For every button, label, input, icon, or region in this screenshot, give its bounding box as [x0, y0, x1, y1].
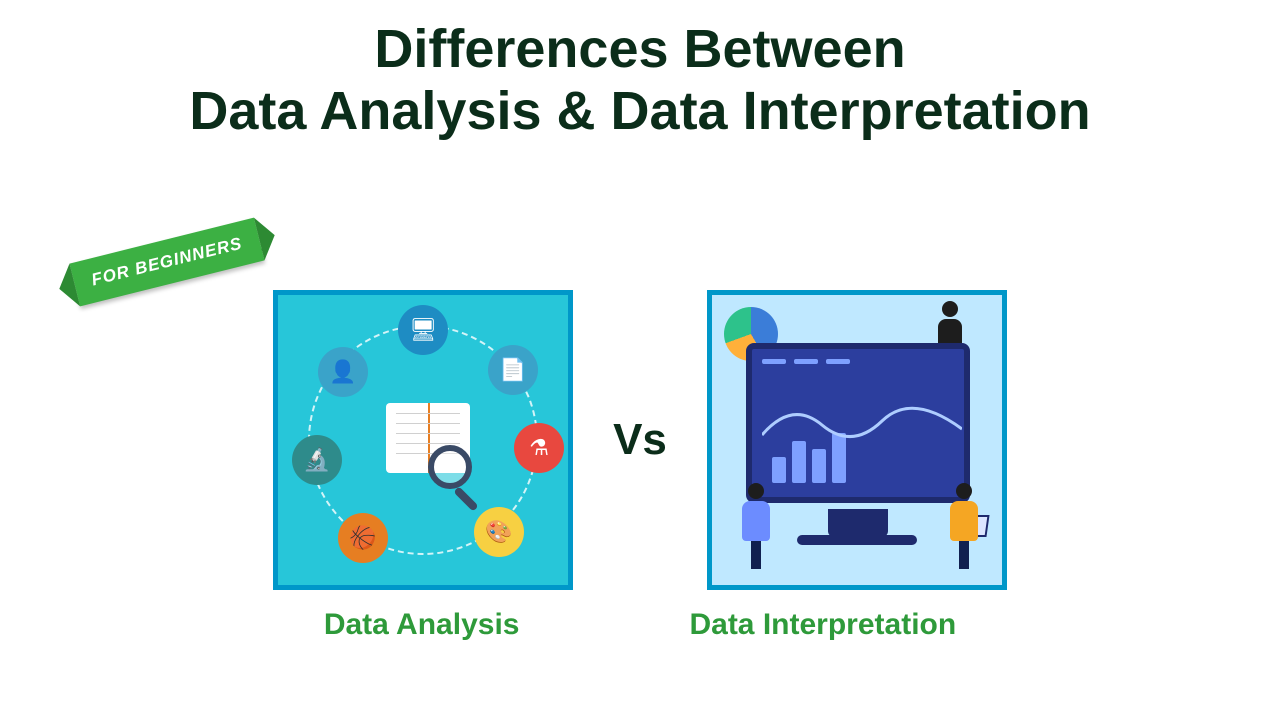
magnifier-icon: [428, 445, 472, 489]
flask-icon: ⚗: [514, 423, 564, 473]
comparison-row: 🖥 📄 ⚗ 🎨 🏀 🔬 👤 Vs: [0, 290, 1280, 590]
palette-icon: 🎨: [474, 507, 524, 557]
bar-icon: [772, 457, 786, 483]
monitor-wave: [762, 395, 962, 455]
captions-row: Data Analysis Data Interpretation: [0, 608, 1280, 642]
caption-right: Data Interpretation: [689, 608, 956, 642]
person-top: [938, 301, 962, 347]
monitor-base: [797, 535, 917, 545]
monitor-icon: 🖥: [398, 305, 448, 355]
panel-data-analysis: 🖥 📄 ⚗ 🎨 🏀 🔬 👤: [273, 290, 573, 590]
title-line-1: Differences Between: [0, 18, 1280, 80]
microscope-icon: 🔬: [292, 435, 342, 485]
panel-data-interpretation: [707, 290, 1007, 590]
monitor-icon: [746, 343, 970, 503]
vs-label: Vs: [613, 415, 667, 465]
title-block: Differences Between Data Analysis & Data…: [0, 0, 1280, 142]
caption-left: Data Analysis: [324, 608, 520, 642]
person-right: [950, 483, 978, 569]
title-line-2: Data Analysis & Data Interpretation: [0, 80, 1280, 142]
person-left: [742, 483, 770, 569]
basketball-icon: 🏀: [338, 513, 388, 563]
doc-icon: 📄: [488, 345, 538, 395]
avatar-icon: 👤: [318, 347, 368, 397]
monitor-header-lines: [762, 359, 850, 364]
